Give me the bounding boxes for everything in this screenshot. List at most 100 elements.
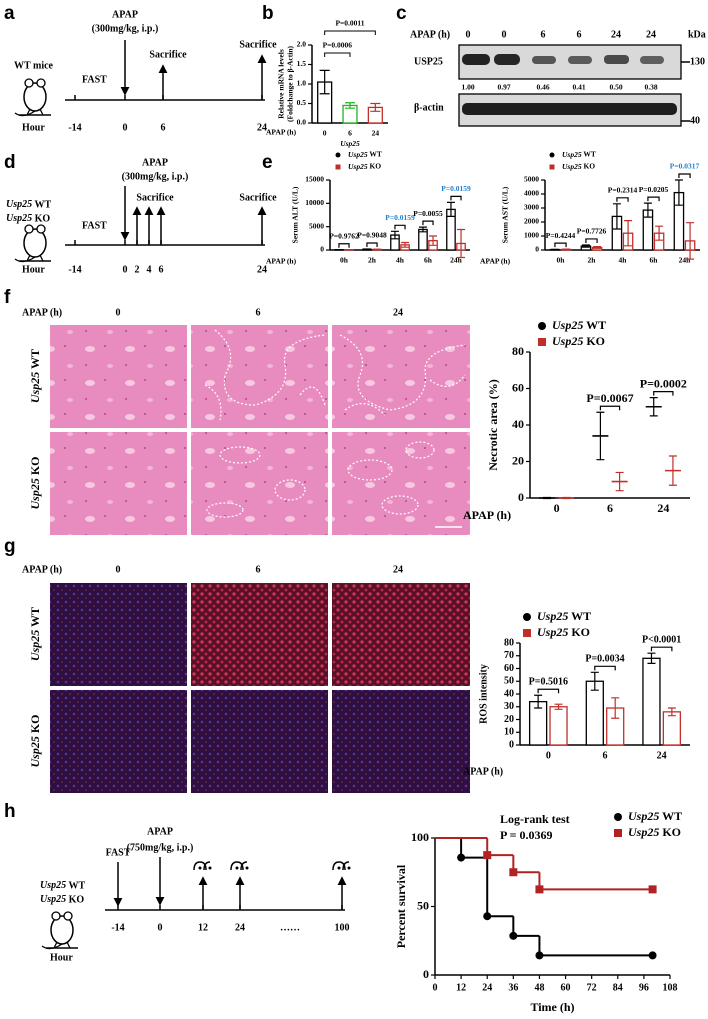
- x-tick-label: 2h: [368, 256, 377, 265]
- p-value: P=0.9048: [357, 231, 387, 240]
- blot-c: APAP (h) 0 0 6 6 24 24 kDa USP25 130 1.0…: [410, 29, 706, 127]
- y-tick-label: 0.5: [297, 98, 307, 107]
- y-tick-label: 100: [411, 830, 429, 844]
- y-tick-label: 15000: [305, 175, 324, 184]
- row-label: Usp25 KO: [28, 456, 42, 509]
- bracket: [599, 405, 621, 411]
- tick: 24: [235, 922, 245, 933]
- row-label: Usp25 WT: [28, 349, 42, 403]
- x-axis-label: APAP (h): [463, 766, 503, 777]
- group: Usp25 KO: [40, 894, 84, 905]
- bracket: [324, 52, 351, 57]
- error-bar: [319, 69, 330, 95]
- error-bar: [647, 652, 656, 664]
- x-tick-label: 0: [554, 501, 560, 515]
- bracket: [450, 195, 462, 201]
- marker: [549, 164, 555, 170]
- y-tick-label: 40: [504, 688, 514, 699]
- unit: Hour: [22, 264, 45, 275]
- error-bar: [674, 179, 683, 206]
- legend-label: Usp25 WT: [348, 150, 382, 159]
- y-tick-label: 1.5: [297, 59, 307, 68]
- error-bar: [345, 102, 355, 109]
- tick: 0: [123, 264, 128, 275]
- bracket: [537, 688, 560, 694]
- header: APAP (h): [22, 564, 62, 575]
- drug: APAP: [147, 826, 173, 837]
- fast: FAST: [82, 74, 107, 85]
- marker: [535, 951, 544, 960]
- tick: 4: [147, 264, 152, 275]
- bar: [662, 711, 682, 746]
- p-value: P=0.5016: [529, 677, 568, 688]
- p-value: P=0.0159: [441, 184, 471, 193]
- error-bar: [534, 694, 543, 709]
- diagram-d: Usp25 WT Usp25 KO FAST Hour -14 0 2 4 6 …: [6, 157, 277, 275]
- drug: APAP: [112, 9, 138, 20]
- kda-marker: 130: [690, 56, 705, 67]
- error-bar: [581, 244, 590, 248]
- survival-line: [538, 935, 653, 957]
- y-tick-label: 0: [535, 245, 539, 254]
- p-value: P=0.9762: [329, 231, 359, 240]
- y-tick-label: 50: [504, 676, 514, 687]
- y-tick-label: 40: [512, 417, 524, 431]
- x-tick-label: 0: [433, 982, 438, 993]
- error-bar: [362, 248, 371, 251]
- lane: 0: [502, 29, 507, 40]
- error-bar: [667, 707, 676, 717]
- bar: [418, 228, 428, 251]
- bracket: [594, 665, 616, 671]
- p-value: P=0.0055: [413, 209, 443, 218]
- error-bar: [457, 228, 466, 259]
- group: Usp25 WT: [40, 880, 85, 891]
- bar: [549, 706, 568, 746]
- images-f: APAP (h) 0 6 24 Usp25 WT Usp25 KO: [22, 307, 470, 535]
- y-tick-label: 10: [504, 727, 514, 738]
- x-sub-label: Usp25: [340, 139, 360, 148]
- y-tick-label: 5000: [524, 175, 539, 184]
- legend-label: Usp25 WT: [537, 609, 591, 623]
- x-axis-label: APAP (h): [266, 257, 297, 266]
- panel-letter: h: [4, 801, 16, 822]
- quant: 0.38: [644, 83, 657, 92]
- y-tick-label: 5000: [309, 221, 324, 230]
- error-bar: [550, 248, 559, 251]
- survival-line: [486, 857, 514, 918]
- lane: 6: [541, 29, 546, 40]
- x-axis-label: APAP (h): [463, 508, 511, 522]
- x-tick-label: 24: [482, 982, 492, 993]
- panel-letter: b: [262, 3, 274, 24]
- error-bar: [401, 241, 410, 248]
- x-tick-label: 108: [663, 982, 678, 993]
- y-axis-label: Serum AST (U/L): [501, 186, 510, 243]
- error-bar: [590, 671, 599, 691]
- quant: 0.97: [497, 83, 510, 92]
- marker: [535, 885, 544, 894]
- bracket: [653, 391, 674, 396]
- y-tick-label: 3000: [524, 203, 539, 212]
- y-tick-label: 30: [504, 701, 514, 712]
- legend-label: Usp25 KO: [552, 334, 605, 348]
- error-bar: [624, 220, 633, 247]
- column-label: 6: [256, 307, 261, 318]
- panel-letter: g: [4, 536, 16, 557]
- survival-line: [538, 872, 653, 891]
- y-axis-label: Necrotic area (%): [486, 379, 500, 471]
- bracket: [554, 242, 567, 248]
- tick: 100: [335, 922, 350, 933]
- x-tick-label: 96: [639, 982, 649, 993]
- y-tick-label: 20: [512, 453, 524, 467]
- error-bar: [446, 201, 455, 217]
- column-label: 6: [256, 564, 261, 575]
- row-label: Usp25 WT: [28, 607, 42, 661]
- p-value: P=0.4244: [546, 231, 576, 240]
- error-bar: [615, 471, 624, 492]
- error-bar: [562, 496, 571, 500]
- marker: [335, 152, 341, 158]
- p-value: P=0.0011: [335, 19, 364, 28]
- error-bar: [593, 246, 602, 249]
- lane: 24: [646, 29, 656, 40]
- lane: 24: [611, 29, 621, 40]
